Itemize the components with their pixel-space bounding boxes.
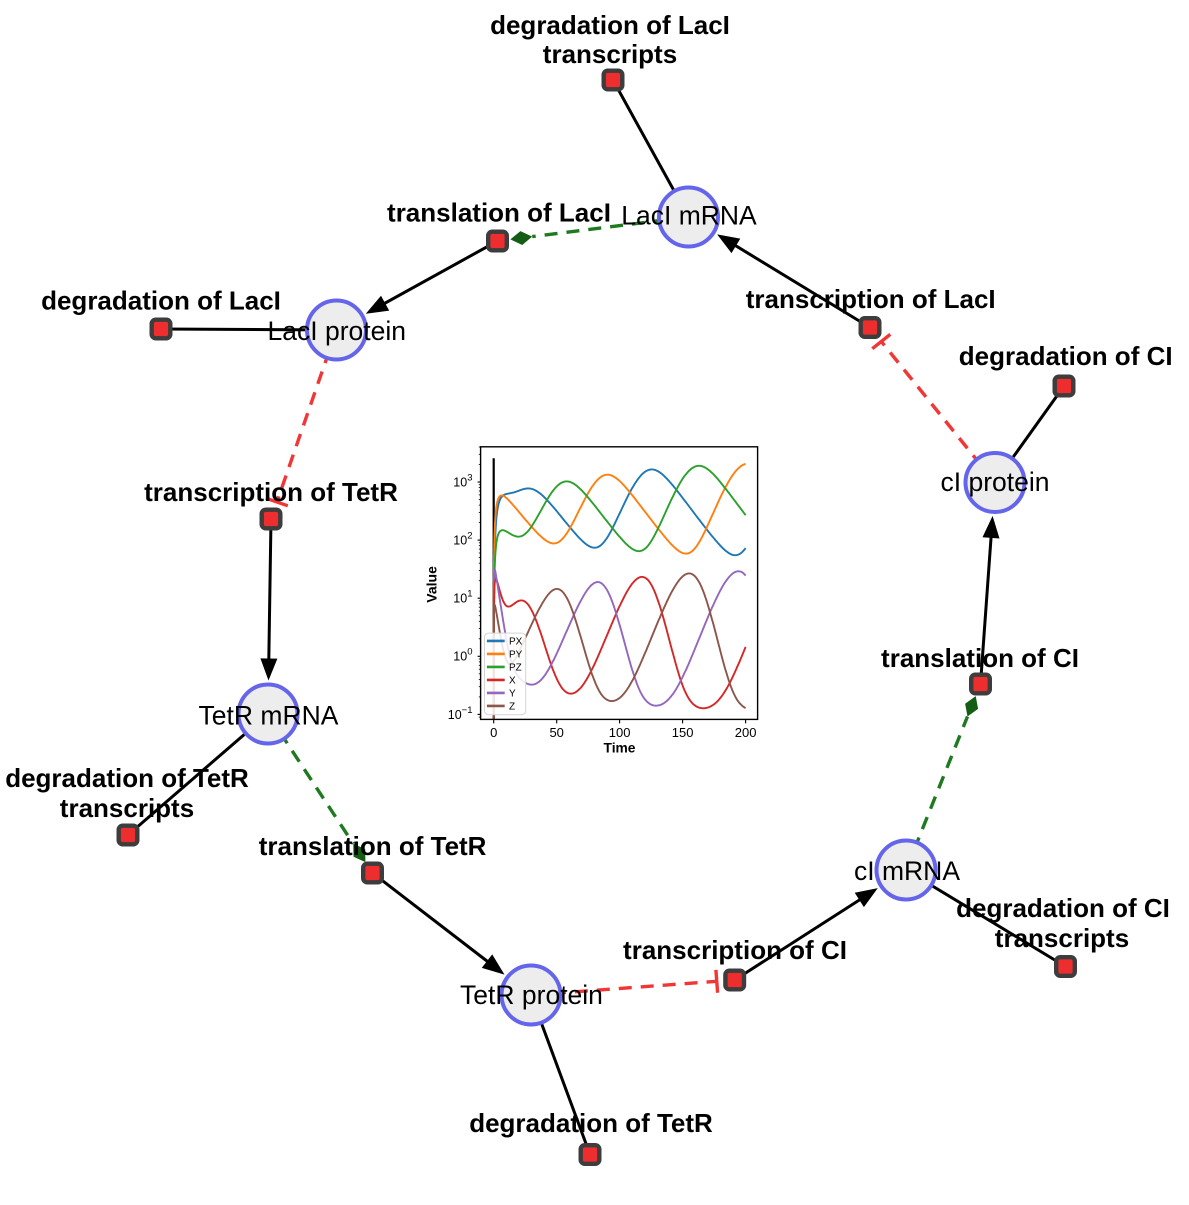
svg-text:100: 100 bbox=[609, 725, 631, 740]
svg-text:transcription of LacI: transcription of LacI bbox=[746, 284, 996, 314]
svg-text:translation of LacI: translation of LacI bbox=[387, 198, 611, 228]
svg-text:Time: Time bbox=[604, 741, 636, 756]
svg-text:degradation of TetR: degradation of TetR bbox=[469, 1108, 713, 1138]
svg-text:degradation of CI: degradation of CI bbox=[956, 893, 1170, 923]
svg-text:Z: Z bbox=[509, 701, 515, 712]
svg-text:0: 0 bbox=[490, 725, 497, 740]
svg-text:Value: Value bbox=[424, 566, 440, 603]
svg-text:PZ: PZ bbox=[509, 662, 522, 673]
svg-text:cI mRNA: cI mRNA bbox=[854, 856, 960, 886]
svg-text:degradation of CI: degradation of CI bbox=[959, 341, 1173, 371]
svg-text:degradation of TetR: degradation of TetR bbox=[5, 763, 249, 793]
svg-text:translation of CI: translation of CI bbox=[881, 643, 1079, 673]
svg-text:degradation of LacI: degradation of LacI bbox=[490, 10, 730, 40]
svg-text:transcripts: transcripts bbox=[995, 923, 1129, 953]
svg-text:degradation of LacI: degradation of LacI bbox=[41, 286, 281, 316]
svg-text:103: 103 bbox=[453, 472, 472, 489]
svg-text:200: 200 bbox=[735, 725, 757, 740]
svg-text:X: X bbox=[509, 675, 516, 686]
svg-text:101: 101 bbox=[453, 589, 472, 606]
svg-text:102: 102 bbox=[453, 531, 472, 548]
svg-text:TetR mRNA: TetR mRNA bbox=[199, 701, 339, 731]
svg-text:transcription of CI: transcription of CI bbox=[623, 935, 847, 965]
svg-text:10−1: 10−1 bbox=[448, 705, 473, 722]
svg-text:TetR protein: TetR protein bbox=[460, 980, 603, 1010]
svg-text:PX: PX bbox=[509, 636, 523, 647]
svg-text:translation of TetR: translation of TetR bbox=[259, 831, 487, 861]
svg-text:LacI mRNA: LacI mRNA bbox=[621, 201, 757, 231]
svg-text:cI protein: cI protein bbox=[940, 467, 1049, 497]
svg-text:LacI protein: LacI protein bbox=[268, 316, 406, 346]
svg-text:150: 150 bbox=[672, 725, 694, 740]
svg-text:transcripts: transcripts bbox=[60, 793, 194, 823]
svg-text:50: 50 bbox=[549, 725, 563, 740]
svg-text:100: 100 bbox=[453, 647, 472, 664]
svg-text:PY: PY bbox=[509, 649, 523, 660]
svg-text:transcripts: transcripts bbox=[543, 39, 677, 69]
svg-text:Y: Y bbox=[509, 688, 516, 699]
svg-text:transcription of TetR: transcription of TetR bbox=[144, 477, 398, 507]
